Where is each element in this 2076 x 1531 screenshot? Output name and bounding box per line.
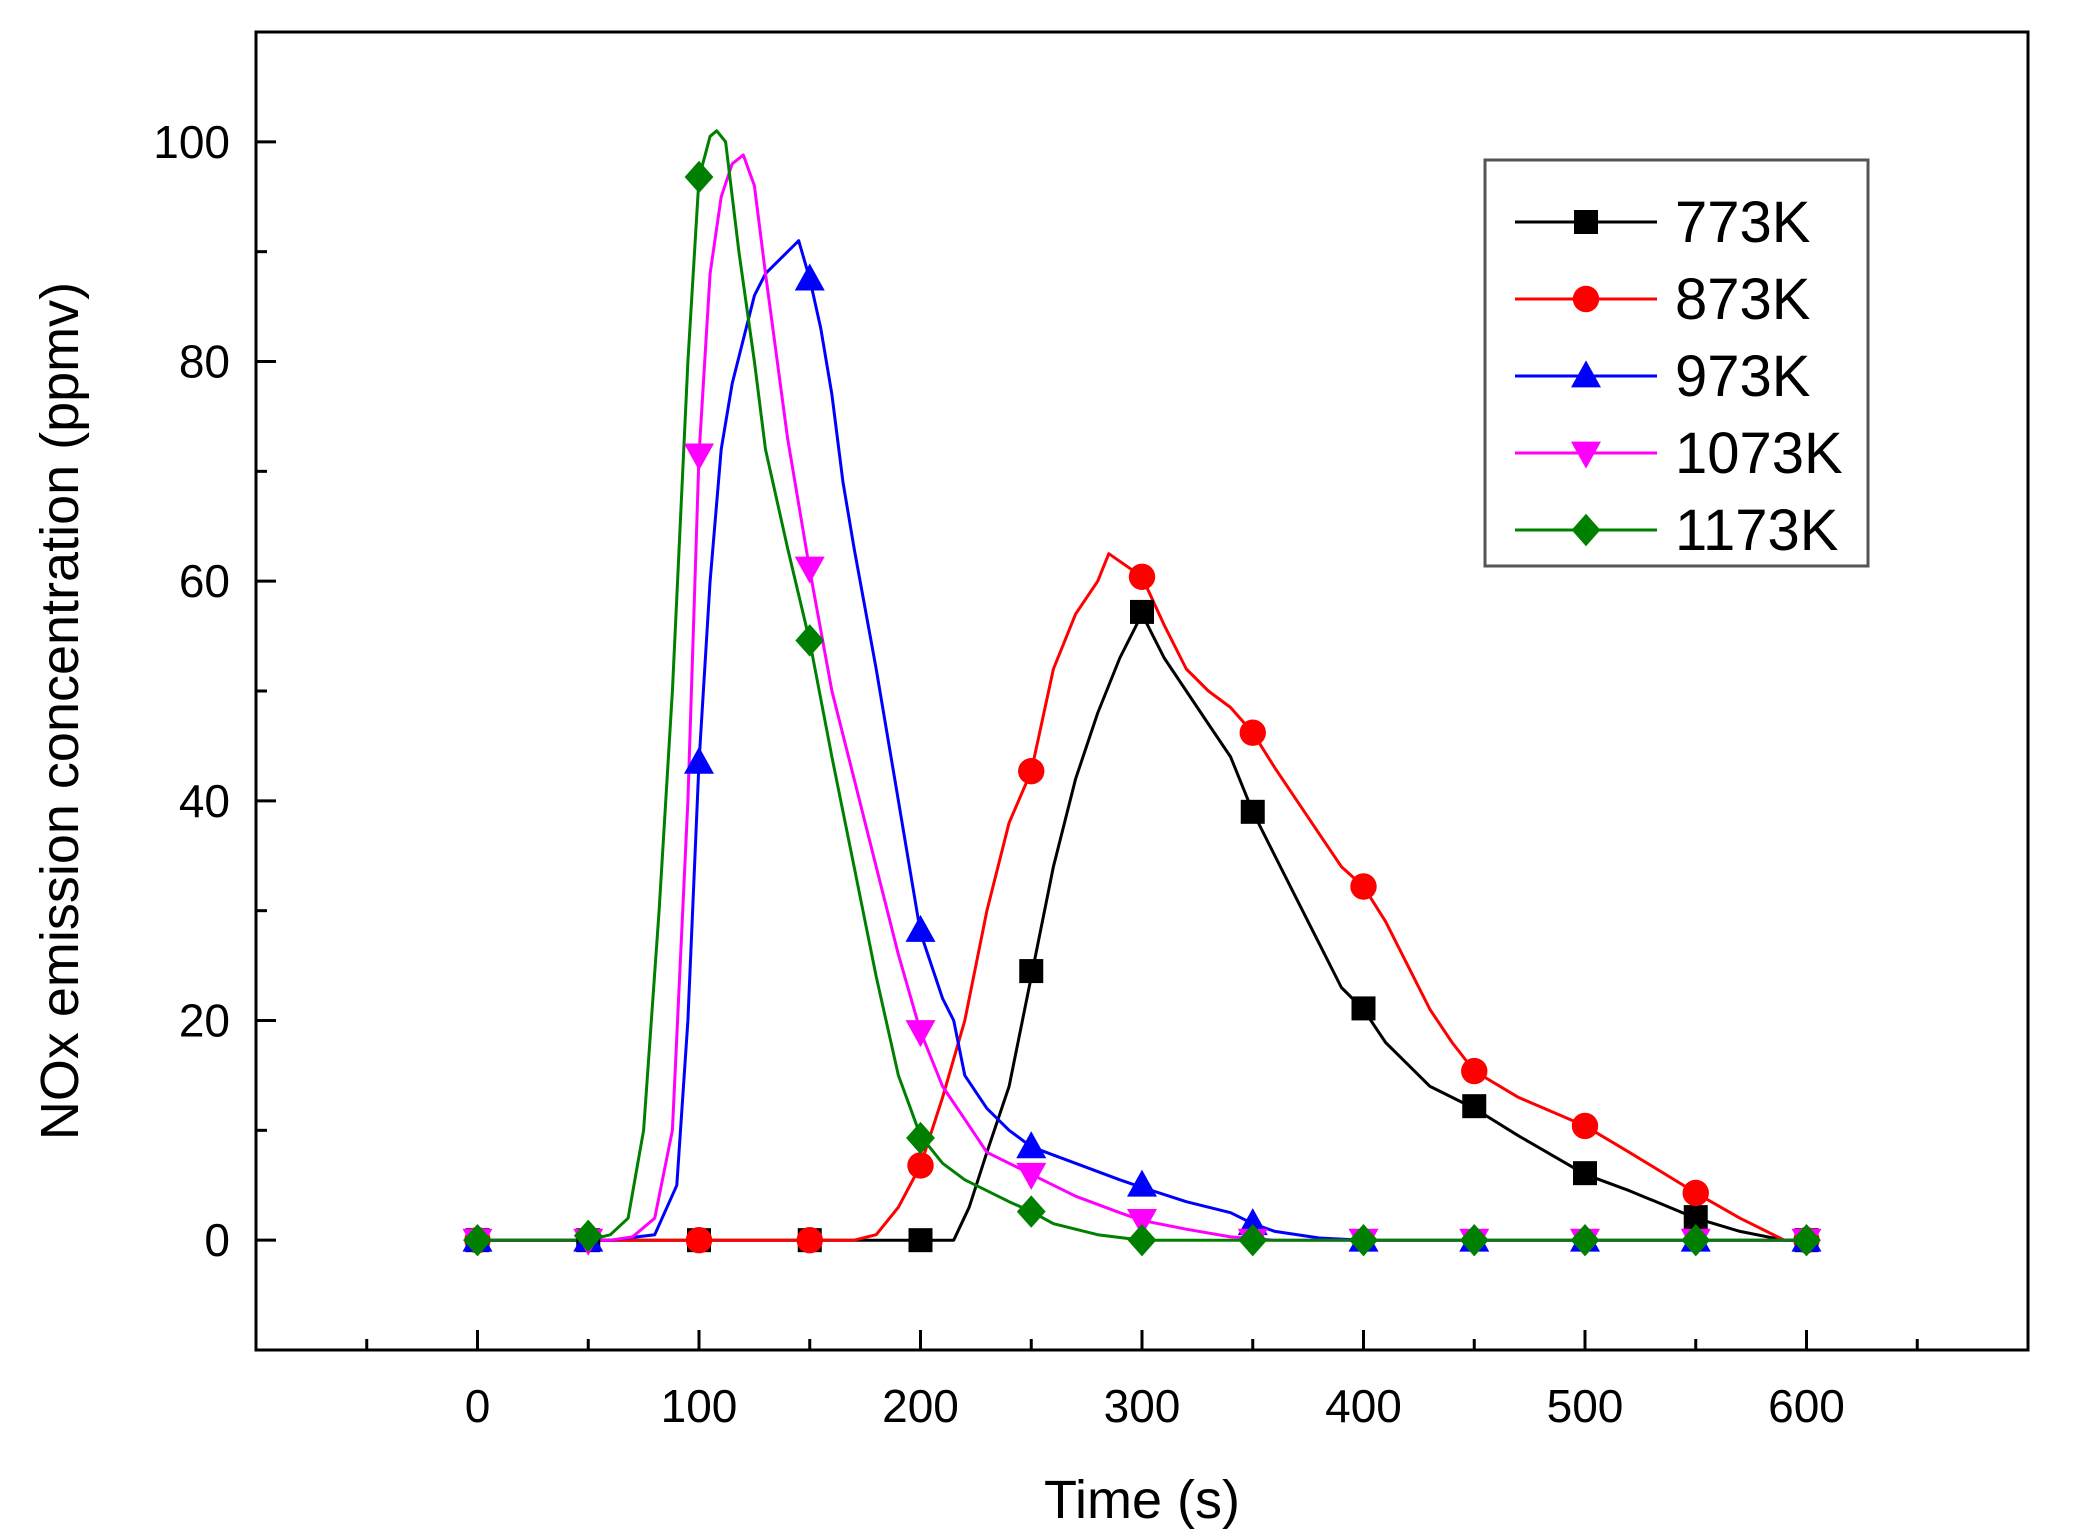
y-tick-label: 40 [179, 775, 230, 827]
data-point-873K [1018, 757, 1045, 785]
data-point-973K [905, 914, 936, 942]
data-point-1173K [1238, 1223, 1268, 1257]
x-tick-label: 300 [1104, 1380, 1181, 1432]
legend-label: 1173K [1675, 498, 1839, 563]
y-tick-label: 80 [179, 336, 230, 388]
data-point-1173K [573, 1219, 603, 1252]
data-point-973K [1237, 1208, 1268, 1236]
data-point-873K [907, 1152, 934, 1179]
data-point-873K [1350, 873, 1377, 900]
tick-labels: 0 100 200 300 400 500 600 0 20 40 60 80 100 [153, 116, 1845, 1432]
legend-marker [1571, 441, 1601, 469]
x-tick-label: 400 [1325, 1380, 1402, 1432]
data-point-1073K [1016, 1162, 1047, 1190]
data-point-873K [1239, 719, 1266, 746]
data-point-1073K [684, 443, 714, 471]
x-tick-label: 200 [882, 1380, 959, 1432]
legend-marker [1571, 513, 1601, 547]
y-tick-label: 0 [204, 1214, 230, 1266]
data-point-1173K [1016, 1195, 1046, 1228]
data-point-873K [685, 1226, 713, 1254]
x-axis-label: Time (s) [1044, 1470, 1240, 1530]
y-tick-label: 20 [179, 995, 230, 1047]
legend-box [1483, 158, 1870, 568]
data-point-773K [908, 1228, 933, 1253]
legend-label: 1073K [1675, 421, 1843, 486]
data-point-1173K [463, 1223, 492, 1257]
y-tick-label: 100 [153, 116, 230, 168]
series-markers [462, 160, 1822, 1257]
data-point-773K [1351, 996, 1376, 1021]
data-point-1173K [684, 160, 714, 194]
data-point-1073K [1127, 1208, 1157, 1236]
data-point-773K [1573, 1161, 1597, 1186]
legend: 773K 873K 973K 1073K 1173K [1483, 158, 1870, 568]
data-point-1173K [1570, 1223, 1600, 1257]
x-tick-label: 0 [465, 1380, 491, 1432]
data-point-1173K [1127, 1223, 1157, 1257]
plot-frame [254, 30, 2030, 1352]
y-tick-label: 60 [179, 555, 230, 607]
data-point-1173K [1792, 1223, 1821, 1257]
x-tick-label: 600 [1768, 1380, 1845, 1432]
axis-ticks [256, 140, 1919, 1350]
data-point-773K [1240, 799, 1265, 824]
data-point-873K [1571, 1112, 1599, 1140]
legend-marker [1571, 360, 1601, 388]
y-axis-label: NOx emission concentration (ppmv) [30, 282, 90, 1140]
legend-item-773K: 773K [1515, 190, 1811, 255]
legend-label: 873K [1675, 267, 1811, 332]
data-point-773K [1130, 599, 1154, 624]
legend-marker [1574, 210, 1598, 234]
data-point-1173K [1459, 1223, 1489, 1257]
data-point-873K [1128, 563, 1156, 590]
x-tick-label: 500 [1547, 1380, 1624, 1432]
data-point-973K [1016, 1131, 1047, 1159]
data-point-1173K [1681, 1223, 1711, 1257]
data-point-873K [1461, 1057, 1488, 1085]
data-point-973K [1127, 1169, 1157, 1197]
series-line-973K [477, 239, 1807, 1242]
series-line-773K [477, 612, 1807, 1242]
data-point-1073K [905, 1020, 936, 1048]
data-point-1173K [906, 1121, 935, 1155]
legend-label: 773K [1675, 190, 1811, 255]
series-line-873K [477, 552, 1807, 1242]
legend-item-1073K: 1073K [1515, 421, 1843, 486]
data-point-773K [1019, 959, 1044, 984]
data-point-1173K [795, 624, 825, 657]
x-tick-label: 100 [661, 1380, 738, 1432]
data-point-773K [1462, 1094, 1487, 1119]
data-point-1173K [1349, 1223, 1378, 1257]
legend-item-1173K: 1173K [1515, 498, 1839, 563]
data-point-873K [796, 1226, 823, 1254]
legend-marker [1572, 285, 1600, 313]
legend-item-973K: 973K [1515, 344, 1811, 409]
legend-item-873K: 873K [1515, 267, 1811, 332]
data-point-1073K [794, 556, 825, 584]
data-point-973K [684, 746, 714, 774]
data-point-973K [794, 263, 825, 291]
data-point-873K [1682, 1179, 1709, 1207]
series-line-1073K [477, 153, 1807, 1242]
legend-label: 973K [1675, 344, 1811, 409]
